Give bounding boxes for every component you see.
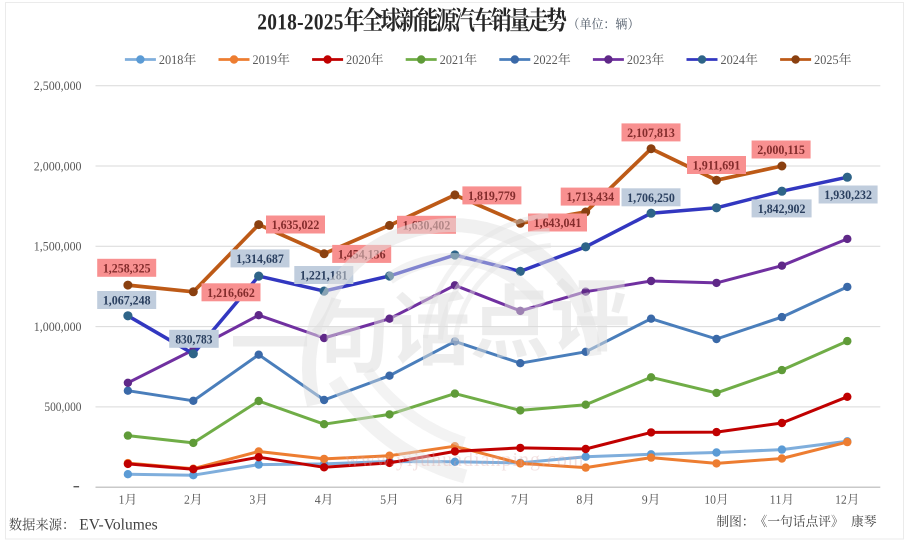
svg-text:1,258,325: 1,258,325 — [103, 260, 151, 275]
svg-text:1,067,248: 1,067,248 — [103, 293, 151, 308]
svg-text:1,819,779: 1,819,779 — [468, 188, 516, 203]
svg-text:EV-Volumes: EV-Volumes — [79, 517, 157, 534]
svg-text:1,643,041: 1,643,041 — [534, 215, 582, 230]
svg-text:1,911,691: 1,911,691 — [693, 158, 741, 173]
svg-text:500,000: 500,000 — [44, 399, 81, 414]
svg-text:830,783: 830,783 — [175, 331, 213, 346]
svg-text:www.yijuhuadianping.com: www.yijuhuadianping.com — [345, 449, 584, 471]
svg-text:1,706,250: 1,706,250 — [627, 190, 675, 205]
svg-text:2,000,000: 2,000,000 — [34, 158, 82, 173]
svg-text:2,107,813: 2,107,813 — [627, 125, 675, 140]
svg-text:1,500,000: 1,500,000 — [34, 239, 82, 254]
svg-text:1,713,434: 1,713,434 — [566, 189, 614, 204]
svg-text:2,000,115: 2,000,115 — [757, 142, 805, 157]
svg-text:2,500,000: 2,500,000 — [34, 78, 82, 93]
svg-text:1,842,902: 1,842,902 — [758, 201, 806, 216]
svg-text:1,930,232: 1,930,232 — [824, 187, 872, 202]
svg-text:1,635,022: 1,635,022 — [272, 217, 320, 232]
svg-text:1,216,662: 1,216,662 — [207, 285, 255, 300]
svg-text:1,314,687: 1,314,687 — [236, 251, 284, 266]
svg-text:1,000,000: 1,000,000 — [34, 319, 82, 334]
